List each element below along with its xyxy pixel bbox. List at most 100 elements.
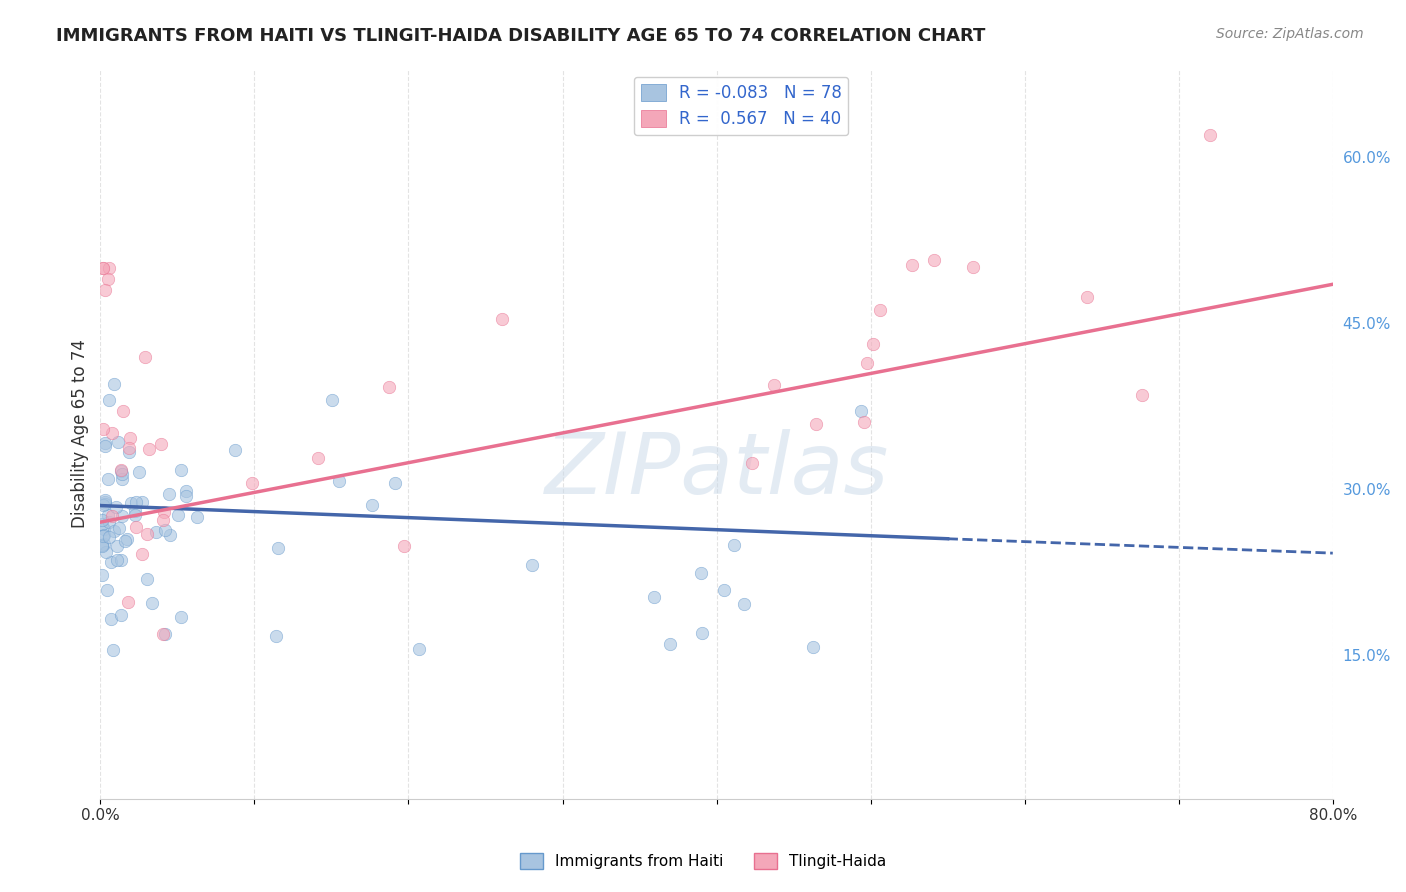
- Text: Source: ZipAtlas.com: Source: ZipAtlas.com: [1216, 27, 1364, 41]
- Point: [110, 464, 132, 478]
- Point: [869, 302, 891, 317]
- Point: [713, 582, 735, 597]
- Point: [115, 533, 138, 547]
- Point: [118, 445, 141, 459]
- Point: [849, 404, 872, 418]
- Point: [360, 498, 382, 512]
- Point: [153, 505, 176, 519]
- Point: [378, 380, 401, 394]
- Point: [94, 492, 117, 507]
- Point: [110, 473, 132, 487]
- Point: [690, 566, 713, 580]
- Point: [94, 439, 117, 453]
- Point: [107, 435, 129, 450]
- Point: [110, 463, 132, 477]
- Point: [174, 483, 197, 498]
- Point: [733, 597, 755, 611]
- Point: [90, 516, 112, 531]
- Point: [157, 487, 180, 501]
- Point: [408, 641, 430, 656]
- Point: [392, 539, 415, 553]
- Point: [91, 260, 114, 275]
- Point: [170, 609, 193, 624]
- Point: [98, 530, 121, 544]
- Point: [94, 283, 117, 297]
- Point: [93, 498, 115, 512]
- Point: [93, 537, 115, 551]
- Point: [167, 508, 190, 522]
- Point: [900, 259, 922, 273]
- Text: IMMIGRANTS FROM HAITI VS TLINGIT-HAIDA DISABILITY AGE 65 TO 74 CORRELATION CHART: IMMIGRANTS FROM HAITI VS TLINGIT-HAIDA D…: [56, 27, 986, 45]
- Point: [522, 558, 544, 573]
- Point: [90, 568, 112, 582]
- Point: [105, 553, 128, 567]
- Point: [856, 356, 879, 370]
- Point: [110, 608, 132, 623]
- Point: [91, 529, 114, 543]
- Point: [174, 489, 197, 503]
- Point: [1132, 387, 1154, 401]
- Point: [107, 521, 129, 535]
- Point: [120, 431, 142, 445]
- Point: [110, 553, 132, 567]
- Point: [117, 595, 139, 609]
- Point: [186, 510, 208, 524]
- Point: [159, 528, 181, 542]
- Point: [853, 415, 876, 429]
- Point: [100, 555, 122, 569]
- Point: [111, 508, 134, 523]
- Point: [96, 583, 118, 598]
- Point: [153, 626, 176, 640]
- Point: [103, 524, 125, 538]
- Point: [134, 350, 156, 364]
- Point: [91, 422, 114, 436]
- Point: [105, 539, 128, 553]
- Legend: Immigrants from Haiti, Tlingit-Haida: Immigrants from Haiti, Tlingit-Haida: [513, 847, 893, 875]
- Point: [1198, 128, 1220, 142]
- Point: [97, 515, 120, 529]
- Point: [124, 508, 146, 522]
- Point: [321, 393, 343, 408]
- Point: [862, 337, 884, 351]
- Point: [93, 497, 115, 511]
- Point: [90, 539, 112, 553]
- Point: [103, 643, 125, 657]
- Point: [267, 541, 290, 556]
- Point: [240, 476, 263, 491]
- Point: [801, 640, 824, 655]
- Point: [100, 612, 122, 626]
- Point: [308, 450, 330, 465]
- Point: [124, 504, 146, 518]
- Point: [93, 528, 115, 542]
- Text: ZIPatlas: ZIPatlas: [544, 429, 889, 512]
- Point: [94, 436, 117, 450]
- Point: [690, 625, 713, 640]
- Point: [328, 474, 350, 488]
- Point: [101, 509, 124, 524]
- Point: [97, 393, 120, 408]
- Point: [762, 377, 785, 392]
- Point: [224, 443, 246, 458]
- Point: [962, 260, 984, 274]
- Point: [152, 513, 174, 527]
- Point: [125, 520, 148, 534]
- Point: [145, 524, 167, 539]
- Point: [128, 465, 150, 479]
- Legend: R = -0.083   N = 78, R =  0.567   N = 40: R = -0.083 N = 78, R = 0.567 N = 40: [634, 77, 848, 135]
- Point: [97, 260, 120, 275]
- Point: [659, 637, 682, 651]
- Point: [97, 508, 120, 523]
- Point: [384, 475, 406, 490]
- Point: [103, 376, 125, 391]
- Point: [94, 495, 117, 509]
- Point: [138, 442, 160, 457]
- Point: [135, 573, 157, 587]
- Point: [131, 495, 153, 509]
- Point: [111, 403, 134, 417]
- Point: [118, 441, 141, 455]
- Point: [136, 527, 159, 541]
- Point: [105, 500, 128, 514]
- Point: [97, 472, 120, 486]
- Point: [97, 271, 120, 285]
- Point: [1076, 290, 1098, 304]
